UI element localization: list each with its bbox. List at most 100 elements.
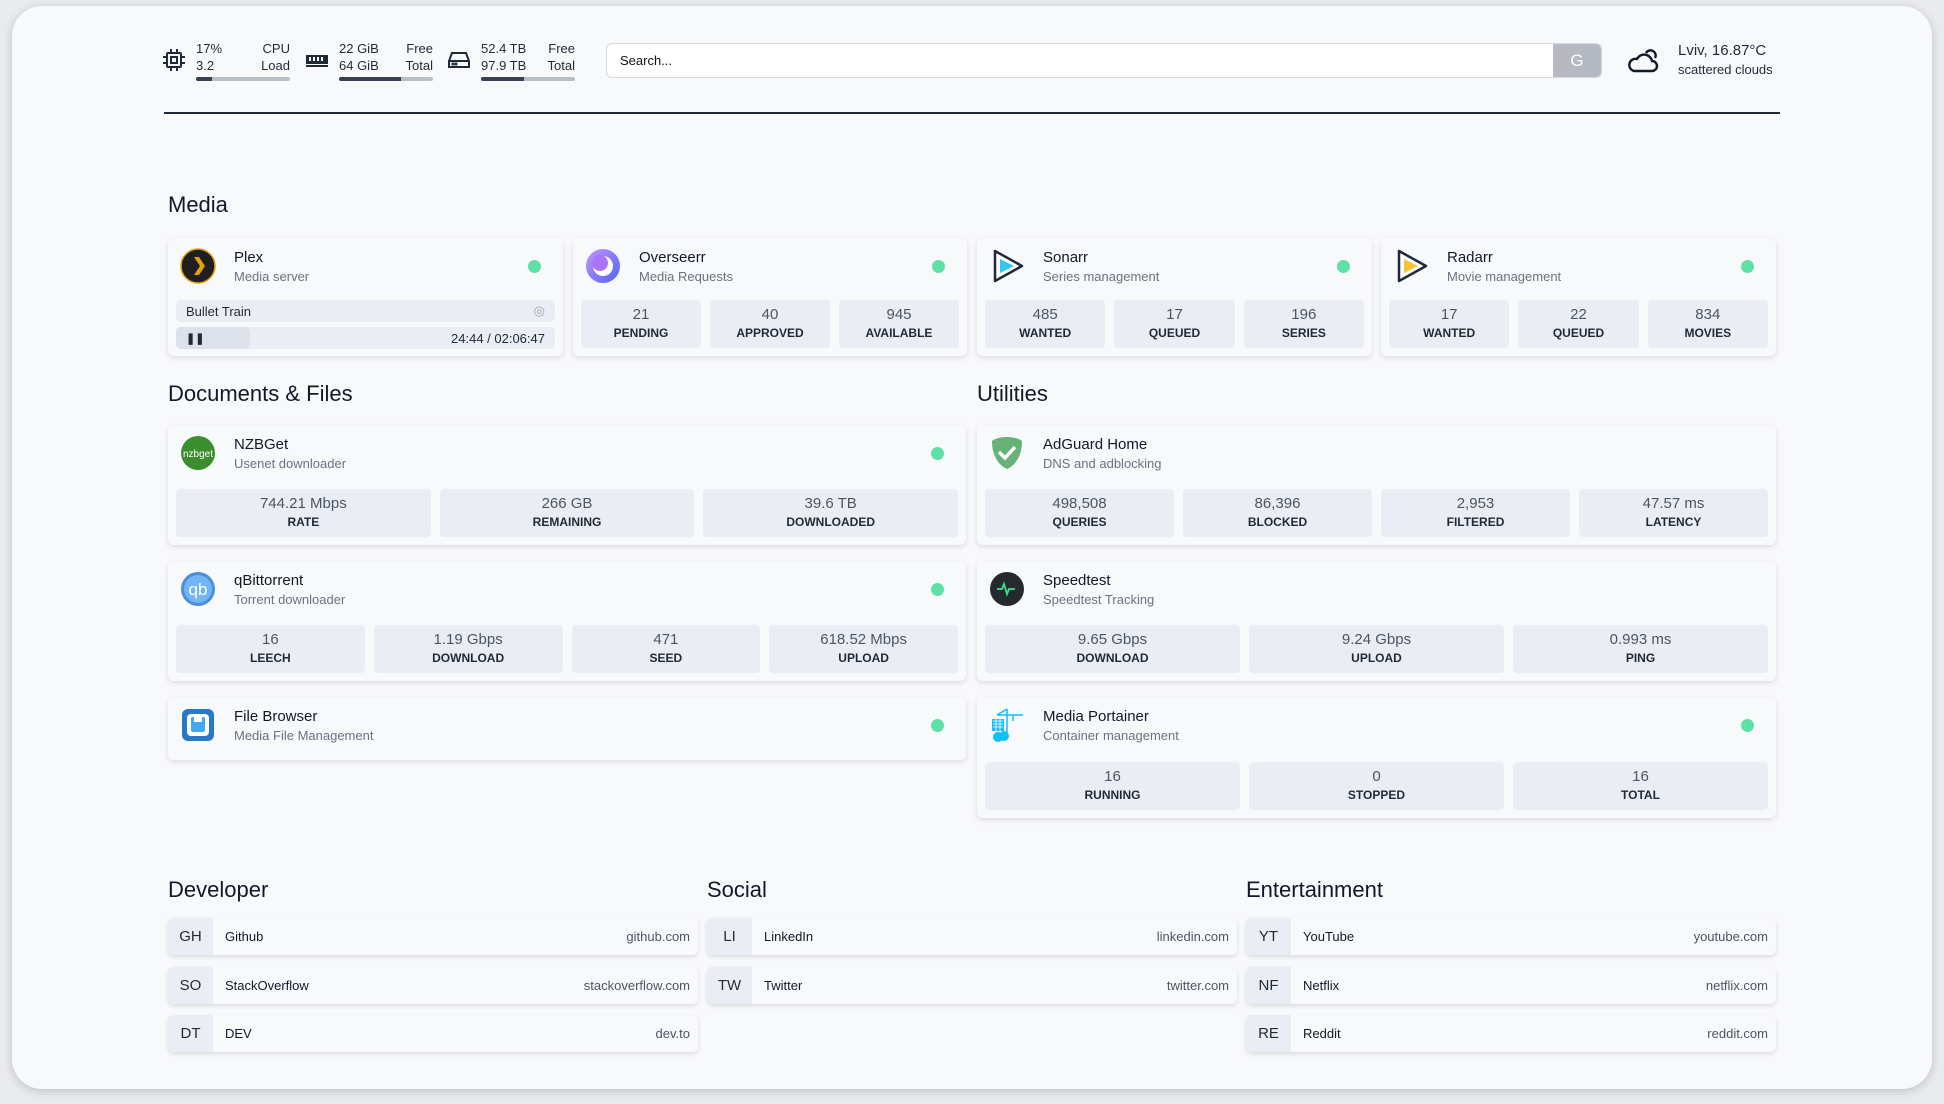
- bookmark-abbr: TW: [707, 966, 752, 1004]
- card-title: qBittorrent: [234, 571, 304, 589]
- memory-widget: 22 GiB Free 64 GiB Total: [305, 40, 433, 81]
- stat-label: UPLOAD: [1351, 651, 1402, 665]
- header-divider: [164, 112, 1780, 114]
- stat-label: STOPPED: [1347, 788, 1406, 802]
- adguard-card[interactable]: AdGuard Home DNS and adblocking 498,508 QUE…: [977, 425, 1776, 545]
- weather-location-temp: Lviv, 16.87°C: [1678, 42, 1767, 59]
- bookmark-linkedin[interactable]: LI LinkedIn linkedin.com: [707, 918, 1237, 955]
- bookmark-url: youtube.com: [1693, 929, 1768, 944]
- card-title: Sonarr: [1043, 248, 1089, 266]
- cpu-icon: [163, 49, 185, 71]
- stat-tile: 17 WANTED: [1389, 300, 1510, 348]
- load-value: 3.2: [196, 58, 215, 73]
- bookmark-name: LinkedIn: [764, 929, 814, 944]
- stat-value: 266 GB: [541, 495, 593, 512]
- stat-label: QUEUED: [1148, 326, 1201, 340]
- sonarr-card[interactable]: Sonarr Series management 485 WANTED 17 QUEUED…: [977, 238, 1372, 356]
- stat-tile: 266 GB REMAINING: [439, 489, 695, 537]
- card-title: File Browser: [234, 707, 318, 725]
- overseerr-card[interactable]: Overseerr Media Requests 21 PENDING 40 APPROV…: [573, 238, 967, 356]
- plex-card[interactable]: Plex Media server Bullet Train ◎ ❚❚ 24:44 /…: [168, 238, 563, 356]
- disk-widget: 52.4 TB Free 97.9 TB Total: [447, 40, 575, 81]
- bookmark-netflix[interactable]: NF Netflix netflix.com: [1246, 966, 1776, 1004]
- radarr-card[interactable]: Radarr Movie management 17 WANTED 22 QUEUED 83…: [1381, 238, 1776, 356]
- search-bar: G: [606, 43, 1602, 78]
- dashboard-frame: [12, 6, 1932, 1089]
- stat-tile: 834 MOVIES: [1647, 300, 1768, 348]
- playback-bar[interactable]: ❚❚ 24:44 / 02:06:47: [176, 327, 555, 349]
- bookmark-dev[interactable]: DT DEV dev.to: [168, 1015, 698, 1052]
- disk-icon: [448, 52, 470, 68]
- nzbget-icon: nzbget: [180, 435, 216, 471]
- bookmark-abbr: YT: [1246, 918, 1291, 955]
- cpu-label: CPU: [262, 41, 290, 56]
- plex-icon: [180, 248, 216, 284]
- stat-value: 945: [886, 306, 912, 323]
- bookmark-url: stackoverflow.com: [583, 977, 690, 993]
- stat-tile: 9.24 Gbps UPLOAD: [1249, 625, 1504, 673]
- stat-label: LATENCY: [1645, 515, 1702, 529]
- stat-label: WANTED: [1019, 326, 1072, 340]
- memory-total-label: Total: [405, 58, 433, 73]
- search-input[interactable]: [607, 44, 1553, 77]
- stat-label: TOTAL: [1621, 788, 1660, 802]
- stat-label: WANTED: [1423, 326, 1476, 340]
- stat-label: PING: [1625, 651, 1656, 665]
- stat-value: 2,953: [1456, 495, 1495, 512]
- transcode-icon: ◎: [533, 303, 545, 318]
- bookmark-name: Twitter: [764, 977, 803, 993]
- card-title: Plex: [234, 248, 264, 266]
- now-playing-title: Bullet Train: [186, 303, 252, 319]
- stat-tile: 22 QUEUED: [1518, 300, 1639, 348]
- stat-label: MOVIES: [1684, 326, 1732, 340]
- bookmark-name: YouTube: [1303, 929, 1355, 944]
- card-subtitle: Usenet downloader: [234, 455, 347, 471]
- stat-label: DOWNLOAD: [432, 651, 505, 665]
- bookmark-stackoverflow[interactable]: SO StackOverflow stackoverflow.com: [168, 966, 698, 1004]
- pause-icon[interactable]: ❚❚: [186, 332, 205, 345]
- portainer-icon: [989, 707, 1025, 743]
- card-title: Overseerr: [639, 248, 706, 266]
- playback-time: 24:44 / 02:06:47: [451, 330, 545, 346]
- bookmark-abbr: RE: [1246, 1015, 1291, 1052]
- nzbget-card[interactable]: nzbget NZBGet Usenet downloader 744.21 Mbps…: [168, 425, 966, 545]
- disk-total-value: 97.9 TB: [481, 58, 527, 73]
- stat-label: PENDING: [613, 326, 669, 340]
- bookmark-twitter[interactable]: TW Twitter twitter.com: [707, 966, 1237, 1004]
- bookmark-name: Github: [225, 929, 264, 944]
- stat-tile: 1.19 Gbps DOWNLOAD: [373, 625, 563, 673]
- stat-value: 618.52 Mbps: [820, 631, 907, 648]
- bookmark-reddit[interactable]: RE Reddit reddit.com: [1246, 1015, 1776, 1052]
- section-media: Media: [168, 192, 228, 217]
- stat-label: RUNNING: [1084, 788, 1141, 802]
- google-search-button[interactable]: G: [1553, 44, 1601, 77]
- radarr-icon: [1393, 248, 1429, 284]
- bookmark-name: Reddit: [1303, 1026, 1341, 1041]
- stat-value: 16: [262, 631, 279, 648]
- sonarr-icon: [989, 248, 1025, 284]
- card-subtitle: Media Requests: [639, 268, 733, 284]
- stat-label: DOWNLOADED: [786, 515, 876, 529]
- filebrowser-card[interactable]: File Browser Media File Management: [168, 697, 966, 760]
- stat-tile: 39.6 TB DOWNLOADED: [703, 489, 959, 537]
- card-title: Media Portainer: [1043, 707, 1149, 725]
- bookmark-abbr: DT: [168, 1015, 213, 1052]
- card-subtitle: DNS and adblocking: [1043, 455, 1162, 471]
- stat-label: FILTERED: [1446, 515, 1505, 529]
- status-dot: [931, 582, 944, 596]
- bookmark-youtube[interactable]: YT YouTube youtube.com: [1246, 918, 1776, 955]
- bookmark-url: github.com: [626, 929, 690, 944]
- qbittorrent-card[interactable]: qb qBittorrent Torrent downloader 16 LEECH 1.…: [168, 561, 966, 681]
- card-subtitle: Movie management: [1447, 268, 1562, 284]
- stat-tile: 40 APPROVED: [710, 300, 830, 348]
- status-dot: [1337, 259, 1350, 273]
- stat-value: 21: [632, 306, 650, 323]
- speedtest-card[interactable]: Speedtest Speedtest Tracking 9.65 Gbps DOWN…: [977, 561, 1776, 681]
- bookmark-abbr: NF: [1246, 966, 1291, 1004]
- disk-total-label: Total: [547, 58, 575, 73]
- stat-value: 0.993 ms: [1609, 631, 1672, 648]
- portainer-card[interactable]: Media Portainer Container management 16 RUN…: [977, 697, 1776, 818]
- card-subtitle: Speedtest Tracking: [1043, 591, 1155, 607]
- bookmark-abbr: LI: [707, 918, 752, 955]
- bookmark-github[interactable]: GH Github github.com: [168, 918, 698, 955]
